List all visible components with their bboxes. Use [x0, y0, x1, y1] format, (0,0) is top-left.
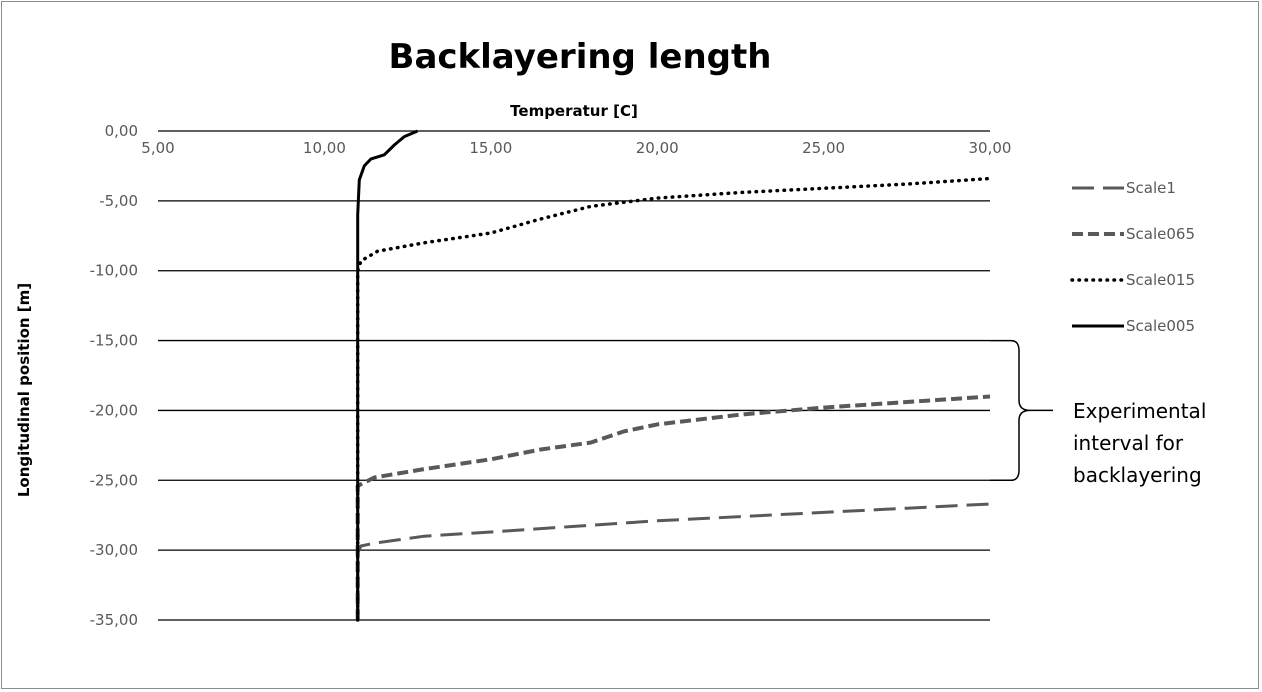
series-line-scale015	[355, 176, 992, 622]
x-axis-title: Temperatur [C]	[510, 102, 638, 120]
y-tick-label-2: -10,00	[90, 262, 138, 280]
legend-label-scale005: Scale005	[1126, 317, 1195, 335]
series-lines	[355, 129, 992, 622]
x-tick-label-2: 15,00	[469, 139, 512, 157]
series-line-scale005	[356, 129, 419, 620]
x-tick-label-1: 10,00	[303, 139, 346, 157]
chart-title: Backlayering length	[389, 37, 772, 77]
legend-label-scale015: Scale015	[1126, 271, 1195, 289]
y-tick-label-5: -25,00	[90, 471, 138, 489]
y-tick-label-7: -35,00	[90, 611, 138, 629]
annotation-brace	[990, 339, 1053, 482]
annotation-line-1: Experimental	[1073, 399, 1206, 423]
x-tick-labels: 5,00 10,00 15,00 20,00 25,00 30,00	[141, 139, 1011, 157]
series-line-scale065	[355, 394, 991, 620]
annotation-line-3: backlayering	[1073, 463, 1202, 487]
y-tick-label-4: -20,00	[90, 401, 138, 419]
y-tick-label-3: -15,00	[90, 332, 138, 350]
legend-label-scale065: Scale065	[1126, 225, 1195, 243]
y-tick-labels: 0,00 -5,00 -10,00 -15,00 -20,00 -25,00 -30,00 -…	[90, 122, 138, 629]
y-tick-label-6: -30,00	[90, 541, 138, 559]
series-line-scale1	[356, 502, 991, 620]
y-tick-label-0: 0,00	[105, 122, 138, 140]
x-tick-label-4: 25,00	[802, 139, 845, 157]
y-tick-label-1: -5,00	[99, 192, 138, 210]
y-axis-title: Longitudinal position [m]	[15, 283, 33, 497]
x-tick-label-3: 20,00	[636, 139, 679, 157]
annotation-line-2: interval for	[1073, 431, 1184, 455]
legend: Scale1 Scale065 Scale015 Scale005	[1070, 179, 1195, 335]
x-tick-label-5: 30,00	[969, 139, 1012, 157]
x-tick-label-0: 5,00	[141, 139, 174, 157]
legend-label-scale1: Scale1	[1126, 179, 1176, 197]
gridlines	[158, 130, 990, 621]
